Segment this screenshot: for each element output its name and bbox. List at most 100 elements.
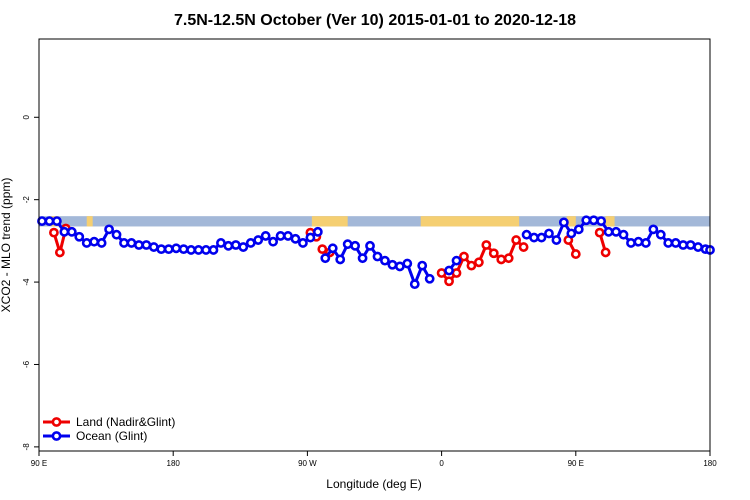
data-point <box>387 259 398 270</box>
y-axis-label: XCO2 - MLO trend (ppm) <box>0 178 13 313</box>
data-point <box>409 279 420 290</box>
data-point <box>521 229 532 240</box>
land-band-segment <box>86 216 93 227</box>
data-point <box>551 235 562 245</box>
data-point <box>618 229 629 240</box>
data-point <box>503 253 514 264</box>
data-point <box>350 240 361 251</box>
data-point <box>600 247 611 258</box>
data-point <box>126 238 137 248</box>
data-point <box>298 238 308 248</box>
data-point <box>365 240 375 251</box>
x-tick-label: 180 <box>703 459 717 468</box>
data-point <box>305 232 316 243</box>
data-point <box>566 228 577 239</box>
data-point <box>268 236 279 247</box>
data-point <box>558 217 569 228</box>
y-tick-label: -4 <box>22 278 31 286</box>
y-tick-label: -8 <box>22 443 31 451</box>
data-point <box>436 268 447 278</box>
data-point <box>544 228 554 239</box>
data-point <box>156 244 167 255</box>
legend-marker <box>51 417 62 427</box>
land-band-segment <box>566 216 576 227</box>
data-point <box>104 224 114 235</box>
data-point <box>573 224 584 235</box>
data-point <box>518 242 529 252</box>
data-point <box>275 231 286 241</box>
data-point <box>111 229 122 240</box>
data-point <box>529 232 539 243</box>
data-point <box>253 235 264 245</box>
data-point <box>96 238 107 248</box>
data-point <box>451 255 462 266</box>
x-tick-label: 90 W <box>298 459 317 468</box>
data-point <box>163 244 174 255</box>
data-point <box>466 260 477 271</box>
data-point <box>49 227 59 238</box>
data-point <box>594 227 605 238</box>
data-point <box>216 238 226 248</box>
land-band-segment <box>420 216 520 227</box>
data-point <box>581 215 592 226</box>
data-point <box>424 273 435 284</box>
legend-label: Ocean (Glint) <box>76 429 147 443</box>
axis-ticks: 90 E 180 90 W 0 90 E 180 0 -2 -4 -6 -8 <box>22 115 717 468</box>
x-tick-label: 180 <box>167 459 181 468</box>
data-point <box>670 238 681 248</box>
data-point <box>245 238 256 248</box>
y-tick-label: 0 <box>22 115 31 120</box>
data-point <box>193 245 204 255</box>
data-point <box>238 242 249 252</box>
land-ocean-band <box>39 216 710 227</box>
data-point <box>588 215 599 226</box>
data-point <box>81 238 92 248</box>
data-point <box>148 242 159 252</box>
data-point <box>473 257 484 268</box>
data-point <box>596 216 607 227</box>
chart-title: 7.5N-12.5N October (Ver 10) 2015-01-01 t… <box>174 12 576 29</box>
data-point <box>481 240 492 250</box>
data-point <box>394 261 405 272</box>
data-point <box>327 243 338 254</box>
data-point <box>402 258 413 269</box>
legend: Land (Nadir&Glint)Ocean (Glint) <box>43 415 175 443</box>
series-ocean <box>37 215 715 290</box>
data-point <box>201 245 211 255</box>
data-point <box>178 244 189 255</box>
data-point <box>444 265 454 276</box>
data-point <box>611 226 621 237</box>
data-point <box>66 226 77 237</box>
x-tick-label: 90 E <box>568 459 584 468</box>
data-point <box>459 251 469 262</box>
data-point <box>626 238 636 248</box>
land-band-segment <box>311 216 348 227</box>
data-point <box>59 226 70 237</box>
data-point <box>678 240 689 250</box>
data-point <box>89 236 100 247</box>
data-point <box>444 276 454 287</box>
data-point <box>693 242 703 252</box>
data-point <box>342 239 353 250</box>
data-point <box>372 251 383 262</box>
data-point <box>511 235 522 245</box>
data-point <box>283 231 293 241</box>
data-point <box>171 243 182 254</box>
data-point <box>290 233 301 244</box>
data-point <box>640 238 651 248</box>
data-point <box>141 240 152 250</box>
ocean-band <box>39 216 710 227</box>
land-band-segment <box>605 216 615 227</box>
data-point <box>208 245 219 255</box>
data-point <box>320 253 331 264</box>
y-tick-label: -2 <box>22 196 31 204</box>
data-point <box>570 249 581 259</box>
x-tick-label: 0 <box>439 459 444 468</box>
data-point <box>603 226 614 237</box>
data-point <box>335 254 346 265</box>
data-point <box>74 231 85 242</box>
data-point <box>119 238 129 248</box>
x-tick-label: 90 E <box>31 459 47 468</box>
plot-area <box>38 38 711 452</box>
